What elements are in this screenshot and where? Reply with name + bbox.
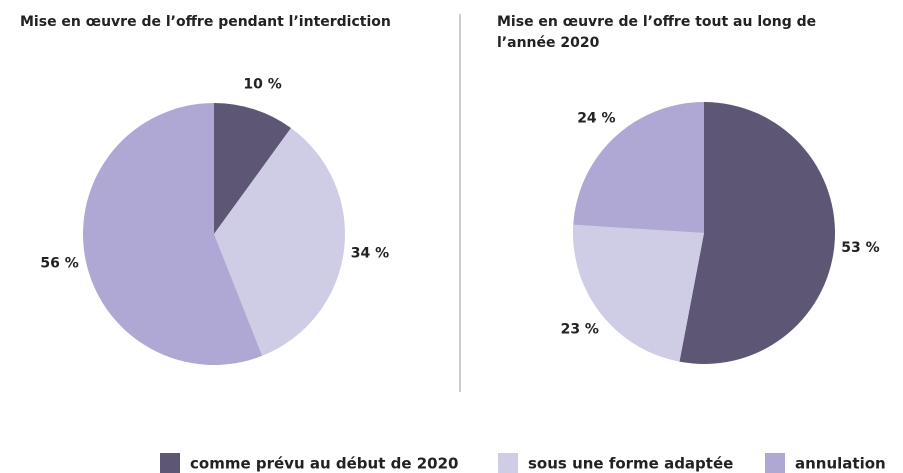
value-label: 56 % bbox=[40, 255, 78, 271]
legend-swatch bbox=[160, 453, 180, 473]
pie-slice bbox=[83, 102, 263, 365]
legend-label: sous une forme adaptée bbox=[528, 455, 733, 473]
legend-swatch bbox=[498, 453, 518, 473]
value-label: 53 % bbox=[841, 240, 879, 256]
chart-title: Mise en œuvre de l’offre tout au long de… bbox=[497, 14, 817, 51]
legend-swatch bbox=[765, 453, 785, 473]
pie-slice bbox=[214, 128, 346, 356]
chart-title: Mise en œuvre de l’offre pendant l’inter… bbox=[20, 14, 391, 30]
pie-slice bbox=[679, 101, 836, 364]
pie-slice bbox=[214, 103, 291, 234]
value-label: 34 % bbox=[351, 246, 389, 262]
pie-slice bbox=[573, 102, 704, 233]
value-label: 10 % bbox=[243, 76, 281, 92]
value-label: 24 % bbox=[577, 110, 615, 126]
legend-label: annulation bbox=[795, 455, 886, 473]
pie-slice bbox=[573, 224, 704, 362]
legend-label: comme prévu au début de 2020 bbox=[190, 455, 458, 473]
value-label: 23 % bbox=[561, 321, 599, 337]
